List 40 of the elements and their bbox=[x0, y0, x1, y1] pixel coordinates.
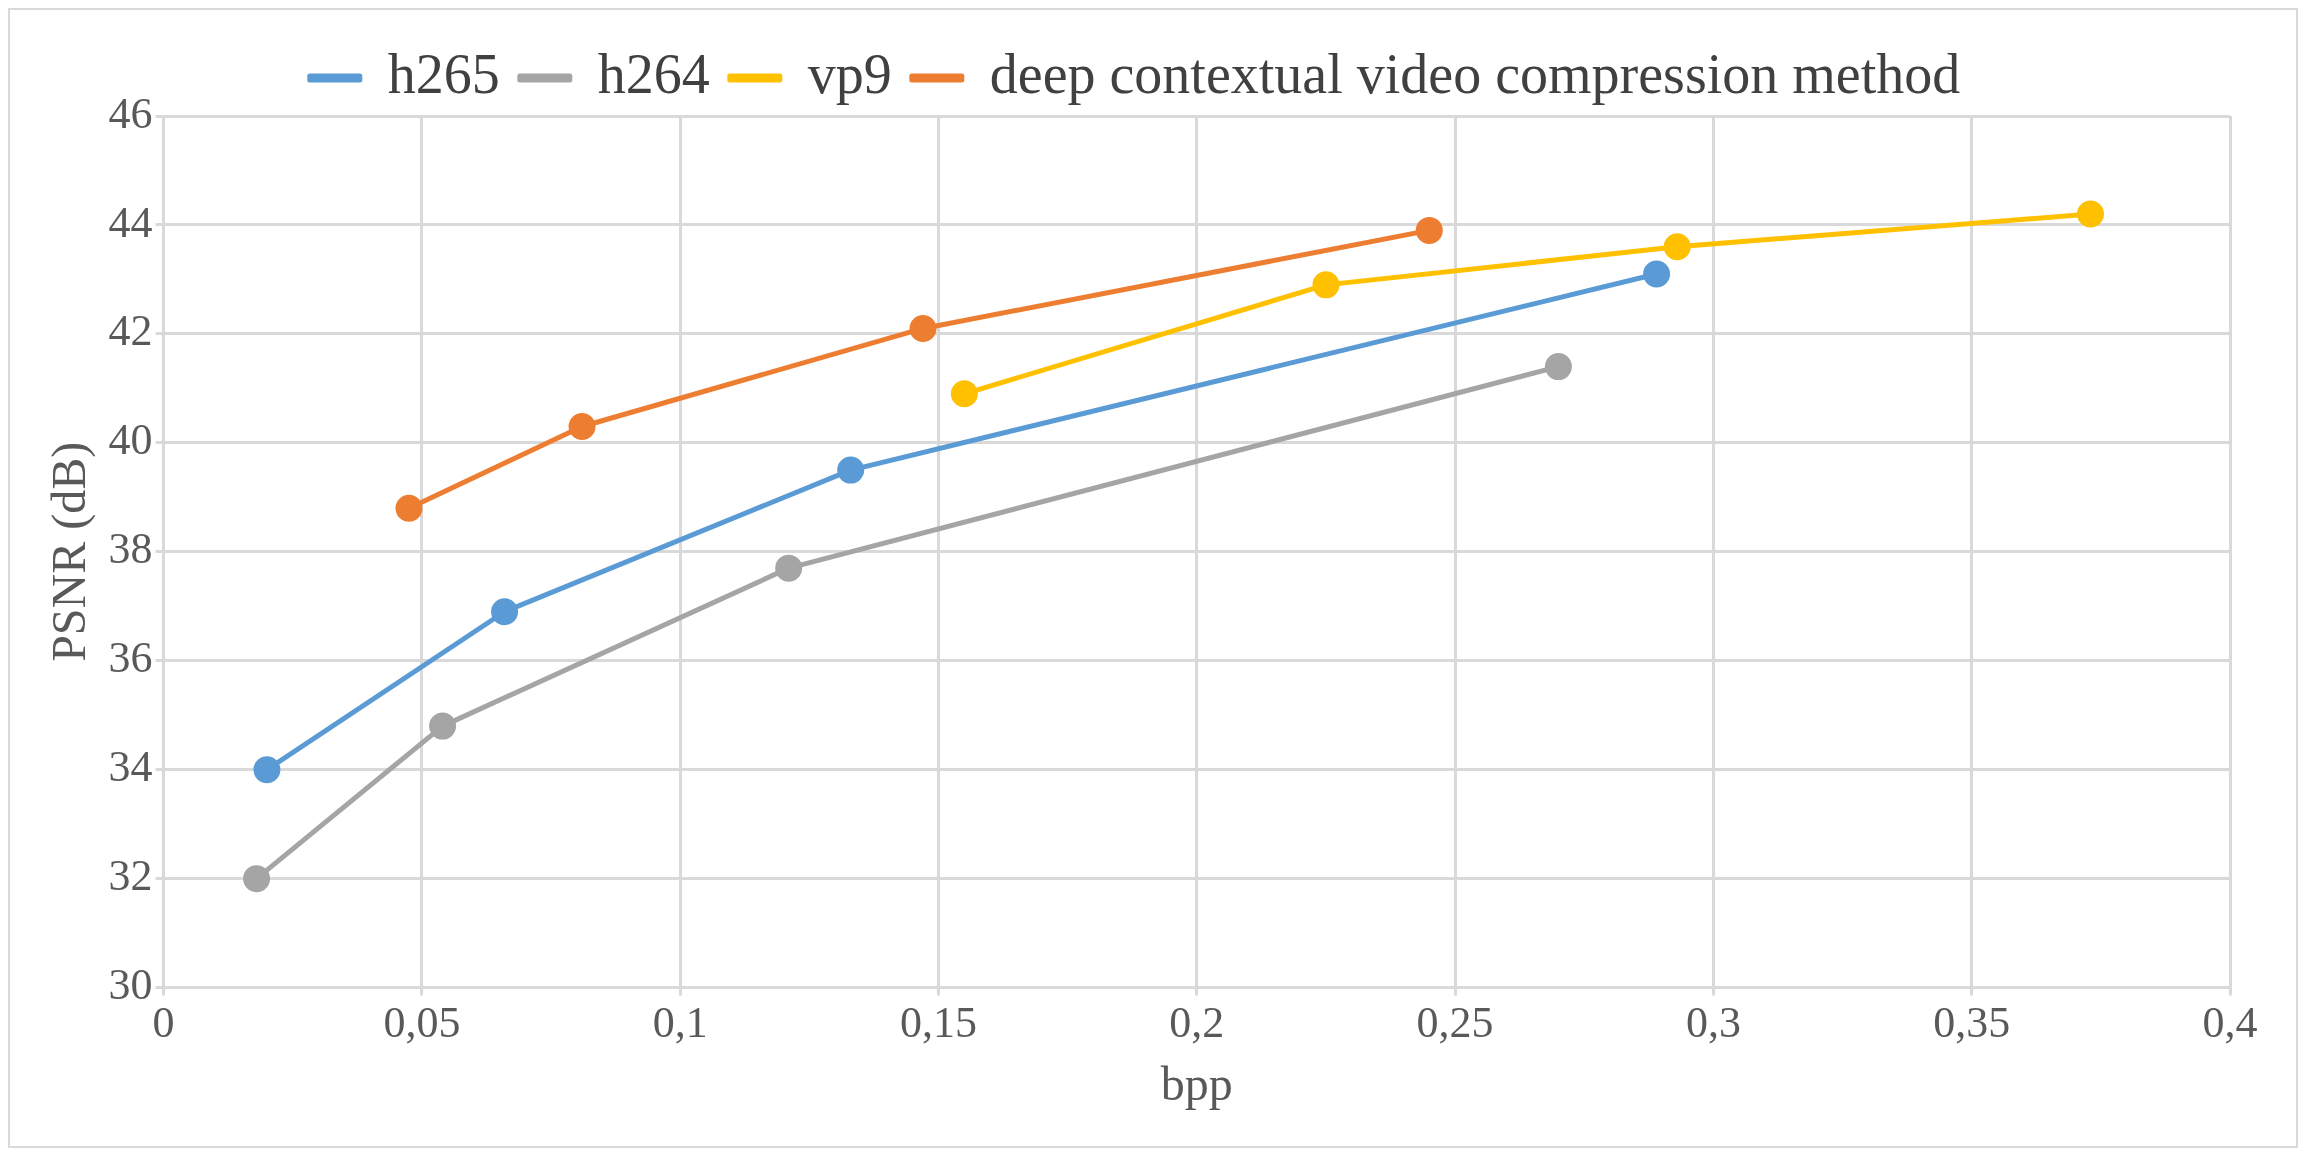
x-tick-label: 0,25 bbox=[1416, 997, 1494, 1047]
legend-label: h264 bbox=[597, 42, 710, 105]
x-tick-label: 0 bbox=[152, 997, 175, 1047]
legend-label: h265 bbox=[387, 42, 500, 105]
x-tick-label: 0,05 bbox=[383, 997, 461, 1047]
x-tick-label: 0,3 bbox=[1685, 997, 1741, 1047]
point bbox=[253, 756, 281, 784]
y-tick-label: 38 bbox=[108, 524, 153, 574]
y-tick-label: 46 bbox=[108, 88, 153, 138]
point bbox=[568, 413, 596, 441]
point bbox=[1312, 271, 1340, 299]
point bbox=[1415, 216, 1443, 244]
point bbox=[950, 380, 978, 408]
y-tick-label: 44 bbox=[108, 197, 153, 247]
y-tick-label: 34 bbox=[108, 742, 153, 792]
x-tick-label: 0,35 bbox=[1933, 997, 2011, 1047]
point bbox=[775, 554, 803, 582]
point bbox=[429, 712, 457, 740]
x-tick-label: 0,15 bbox=[900, 997, 977, 1047]
point bbox=[909, 314, 937, 342]
point bbox=[395, 494, 423, 522]
y-tick-label: 36 bbox=[108, 633, 153, 683]
point bbox=[1544, 353, 1572, 381]
point bbox=[491, 598, 519, 626]
y-tick-label: 42 bbox=[108, 306, 153, 356]
point bbox=[837, 456, 865, 484]
x-tick-label: 0,2 bbox=[1169, 997, 1225, 1047]
point bbox=[243, 865, 271, 893]
point bbox=[1643, 260, 1671, 288]
x-tick-label: 0,4 bbox=[2202, 997, 2258, 1047]
legend-label: deep contextual video compression method bbox=[989, 42, 1961, 105]
y-tick-label: 40 bbox=[108, 415, 153, 465]
point bbox=[2077, 200, 2105, 228]
x-axis-title: bpp bbox=[1160, 1056, 1233, 1110]
legend-label: vp9 bbox=[807, 42, 892, 105]
y-tick-label: 30 bbox=[108, 960, 153, 1010]
x-tick-label: 0,1 bbox=[652, 997, 708, 1047]
point bbox=[1663, 233, 1691, 261]
y-tick-label: 32 bbox=[108, 851, 153, 901]
y-axis-title: PSNR (dB) bbox=[42, 441, 97, 662]
